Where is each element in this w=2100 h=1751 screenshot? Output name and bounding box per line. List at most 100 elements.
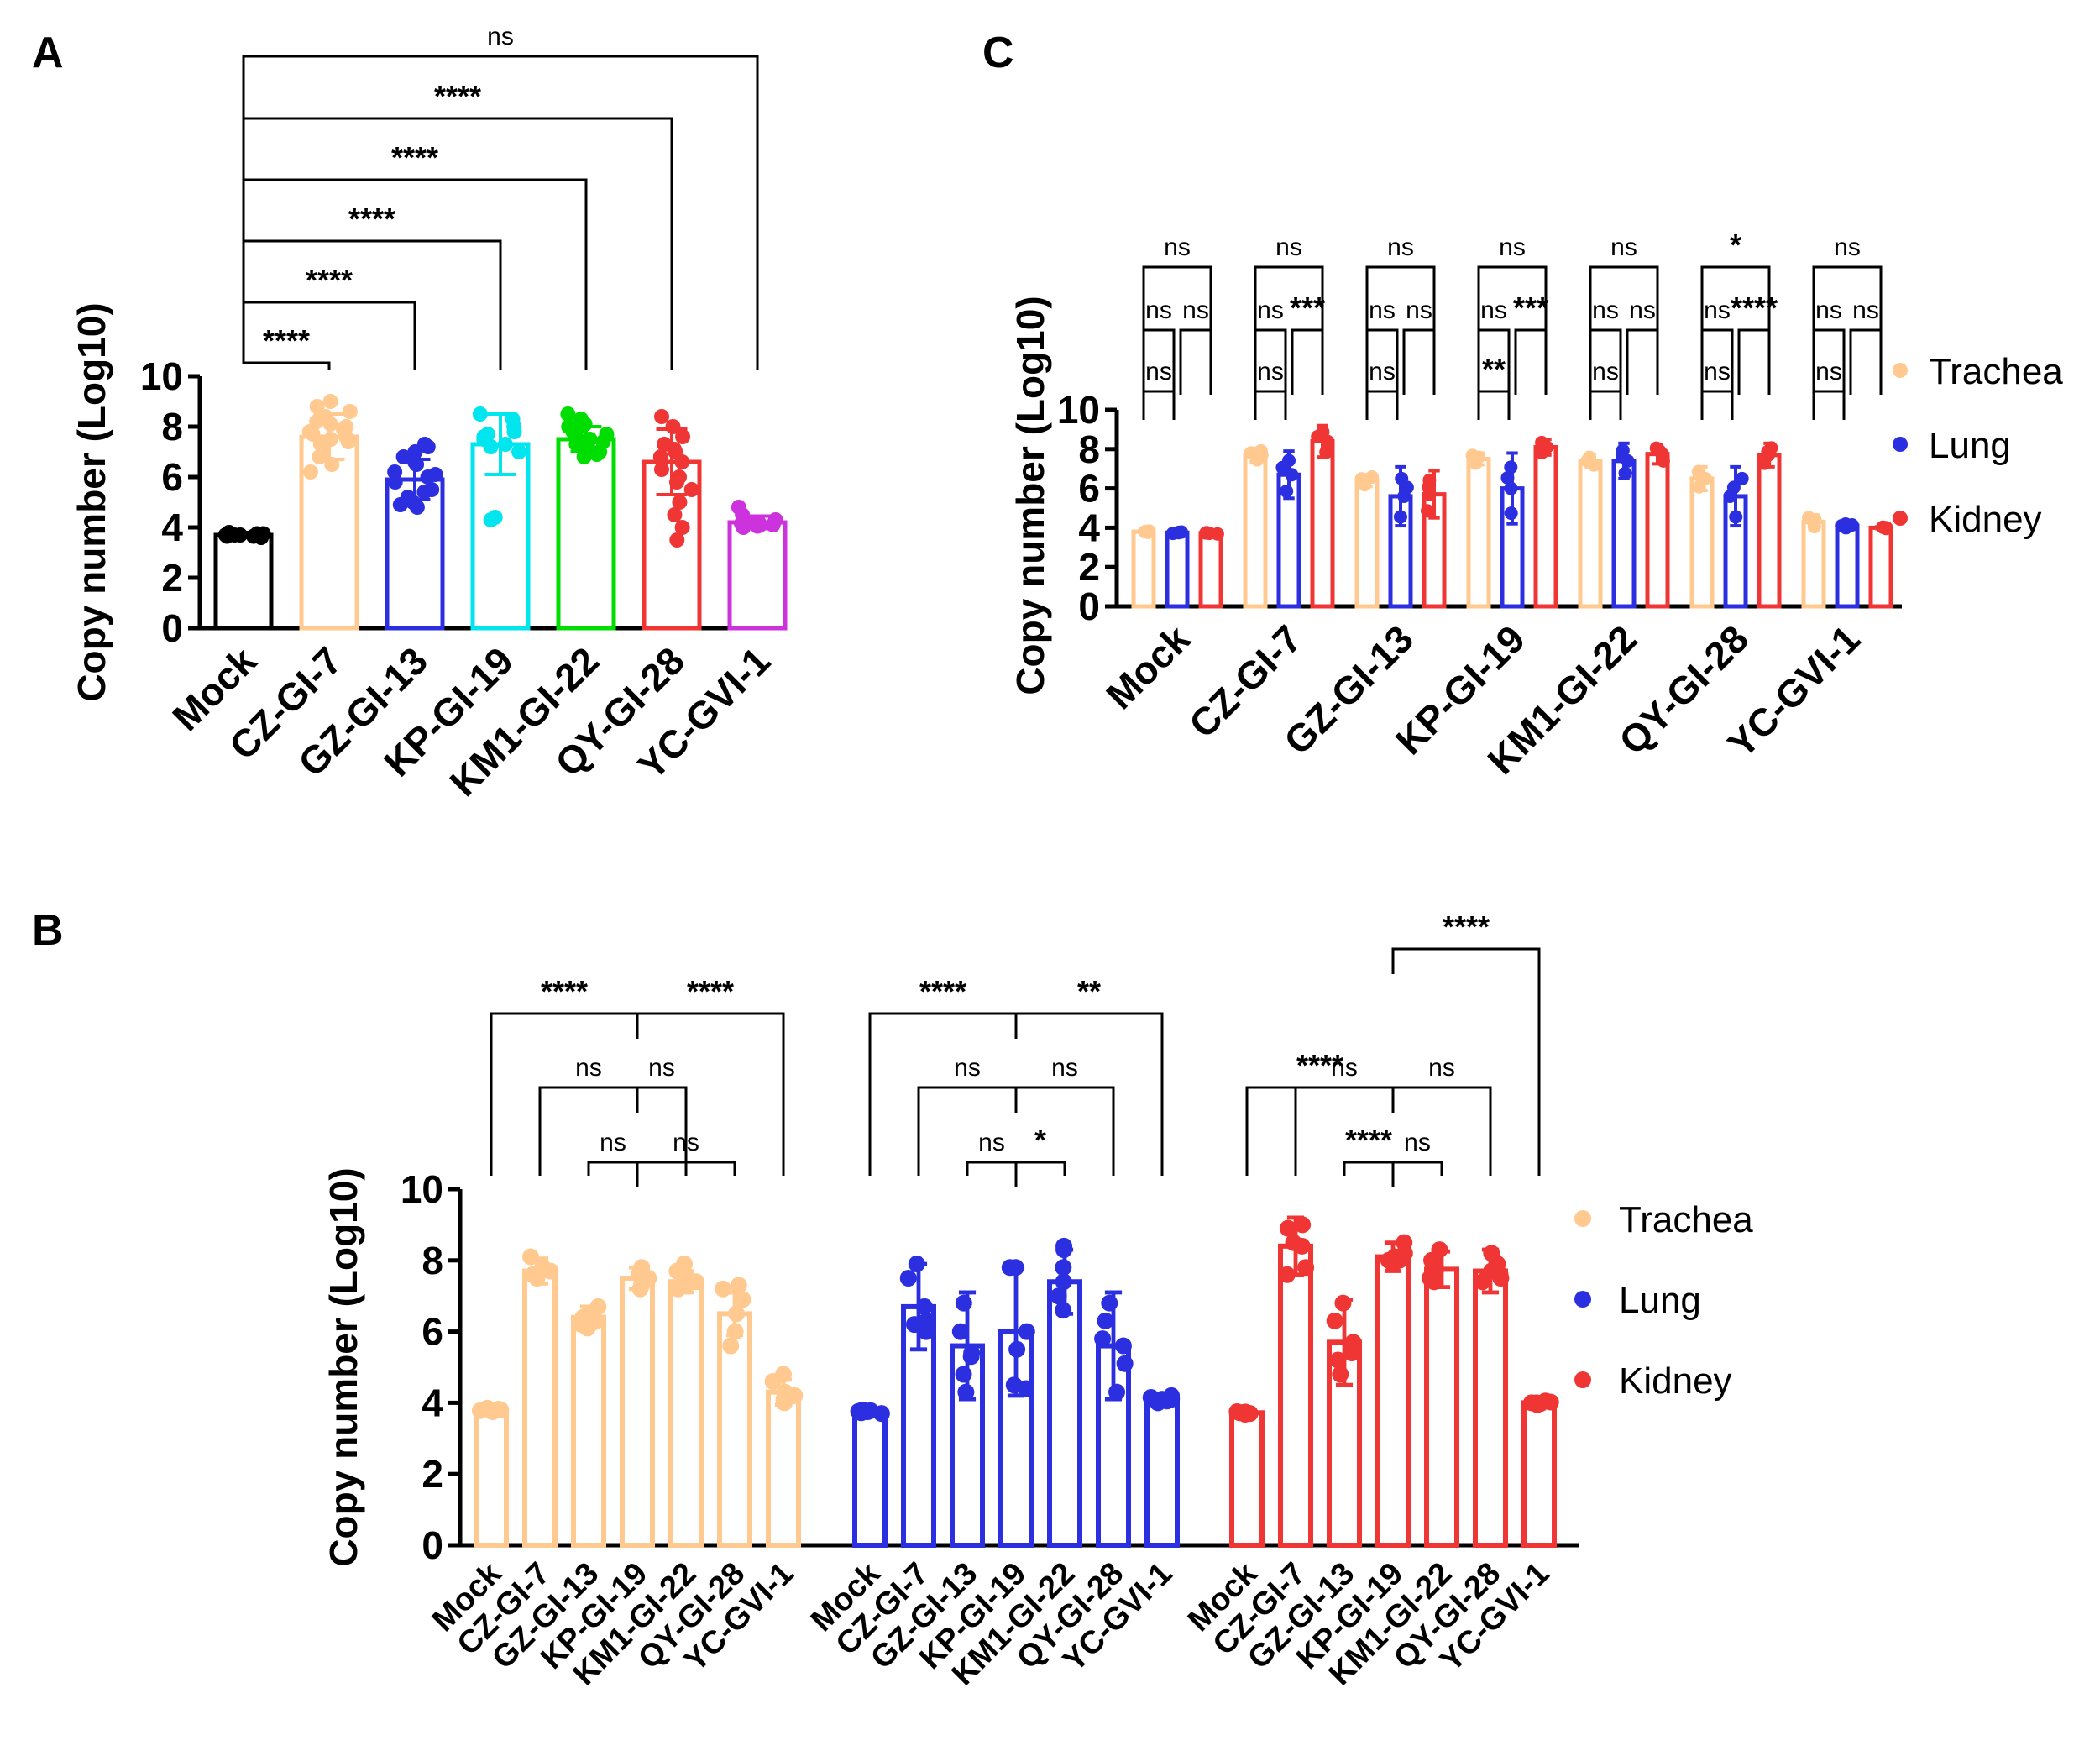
significance-bracket bbox=[1477, 390, 1511, 420]
y-tick-label: 10 bbox=[140, 354, 183, 398]
data-point bbox=[1735, 471, 1749, 485]
bar-lung-yc-gvi-1 bbox=[1835, 523, 1860, 609]
significance-label: **** bbox=[348, 202, 395, 236]
legend-label-kidney: Kidney bbox=[1929, 499, 2042, 540]
significance-label: ns bbox=[1369, 296, 1396, 324]
data-point bbox=[506, 424, 522, 439]
significance-bracket bbox=[1391, 947, 1541, 1176]
data-point bbox=[335, 422, 351, 437]
significance-label: **** bbox=[263, 323, 310, 358]
data-point bbox=[342, 404, 358, 419]
data-point bbox=[774, 1366, 792, 1383]
data-point bbox=[957, 1383, 975, 1401]
significance-label: ns bbox=[1406, 296, 1432, 324]
significance-label: ns bbox=[1428, 1054, 1455, 1082]
bar-trachea-cz-gi-7 bbox=[522, 1268, 558, 1549]
y-axis-label: Copy number (Log10) bbox=[70, 302, 113, 701]
significance-bracket bbox=[1014, 1086, 1115, 1176]
legend-marker-lung bbox=[1893, 437, 1908, 452]
data-point bbox=[1615, 448, 1629, 463]
significance-bracket bbox=[1142, 328, 1176, 395]
data-point bbox=[1142, 1389, 1160, 1407]
significance-bracket bbox=[1700, 390, 1734, 420]
data-point bbox=[322, 394, 338, 409]
significance-bracket bbox=[636, 1012, 785, 1176]
significance-label: ns bbox=[1404, 1129, 1431, 1156]
significance-label: ns bbox=[1852, 296, 1879, 324]
significance-bracket bbox=[1626, 328, 1659, 395]
bar-trachea-gz-gi-13 bbox=[571, 1314, 606, 1548]
data-point bbox=[1343, 1345, 1360, 1362]
significance-bracket bbox=[1391, 1086, 1492, 1176]
data-point bbox=[1365, 470, 1380, 485]
panel-label-c: C bbox=[982, 29, 1014, 77]
y-tick-label: 8 bbox=[422, 1239, 443, 1282]
significance-label: ns bbox=[1275, 233, 1302, 261]
data-point bbox=[726, 1323, 744, 1340]
data-point bbox=[577, 442, 593, 457]
legend-marker-kidney bbox=[1893, 511, 1908, 526]
data-point bbox=[955, 1294, 972, 1312]
data-point bbox=[599, 427, 615, 442]
significance-label: ns bbox=[1369, 358, 1396, 385]
data-point bbox=[1425, 1273, 1443, 1291]
data-point bbox=[577, 417, 593, 432]
data-point bbox=[1334, 1294, 1352, 1312]
bar-trachea-km1-gi-22 bbox=[1578, 459, 1603, 609]
data-point bbox=[861, 1402, 879, 1419]
significance-label: ns bbox=[1387, 233, 1414, 261]
data-point bbox=[669, 474, 685, 490]
bar-kidney-cz-gi-7 bbox=[1310, 438, 1335, 609]
data-point bbox=[1297, 1259, 1315, 1277]
data-point bbox=[1244, 446, 1258, 460]
data-point bbox=[1652, 444, 1667, 459]
significance-label: * bbox=[1034, 1123, 1046, 1157]
data-point bbox=[471, 1402, 489, 1419]
significance-label: ns bbox=[1257, 296, 1284, 324]
data-point bbox=[1254, 443, 1268, 458]
bar-trachea-mock bbox=[474, 1407, 509, 1548]
significance-bracket bbox=[636, 1086, 688, 1176]
data-point bbox=[1504, 460, 1518, 474]
significance-label: ns bbox=[1704, 296, 1731, 324]
significance-bracket bbox=[1014, 1012, 1164, 1176]
data-point bbox=[653, 462, 669, 477]
significance-label: ns bbox=[1815, 296, 1842, 324]
significance-bracket bbox=[1254, 390, 1287, 420]
data-point bbox=[255, 526, 271, 542]
significance-label: **** bbox=[687, 974, 734, 1009]
significance-bracket bbox=[1402, 328, 1436, 395]
significance-label: ns bbox=[1331, 1054, 1358, 1082]
significance-label: ** bbox=[1077, 974, 1101, 1009]
data-point bbox=[1101, 1294, 1118, 1312]
data-point bbox=[1761, 444, 1775, 459]
significance-label: **** bbox=[1731, 291, 1778, 325]
data-point bbox=[665, 419, 681, 434]
bar-trachea-km1-gi-22 bbox=[668, 1279, 704, 1548]
data-point bbox=[560, 406, 576, 422]
data-point bbox=[734, 1291, 751, 1308]
legend-label-trachea: Trachea bbox=[1929, 351, 2063, 392]
significance-label: **** bbox=[919, 974, 966, 1009]
data-point bbox=[675, 429, 691, 444]
y-tick-label: 2 bbox=[422, 1452, 443, 1496]
data-point bbox=[905, 1316, 923, 1334]
data-point bbox=[730, 1277, 747, 1294]
data-point bbox=[312, 449, 327, 464]
data-point bbox=[1008, 1340, 1026, 1358]
data-point bbox=[1492, 1270, 1510, 1287]
y-tick-label: 8 bbox=[161, 405, 183, 448]
data-point bbox=[505, 412, 521, 427]
significance-bracket bbox=[1514, 328, 1548, 395]
x-tick-label: Mock bbox=[1097, 616, 1198, 717]
data-point bbox=[1293, 1237, 1311, 1255]
bar-lung-km1-gi-22 bbox=[1047, 1279, 1082, 1548]
significance-bracket bbox=[1254, 328, 1287, 395]
data-point bbox=[899, 1270, 917, 1287]
bar-kidney-kp-gi-19 bbox=[1533, 444, 1558, 609]
significance-label: ns bbox=[1610, 233, 1637, 261]
data-point bbox=[672, 495, 688, 510]
y-tick-label: 6 bbox=[422, 1310, 443, 1354]
y-tick-label: 2 bbox=[161, 556, 183, 600]
data-point bbox=[951, 1323, 969, 1340]
